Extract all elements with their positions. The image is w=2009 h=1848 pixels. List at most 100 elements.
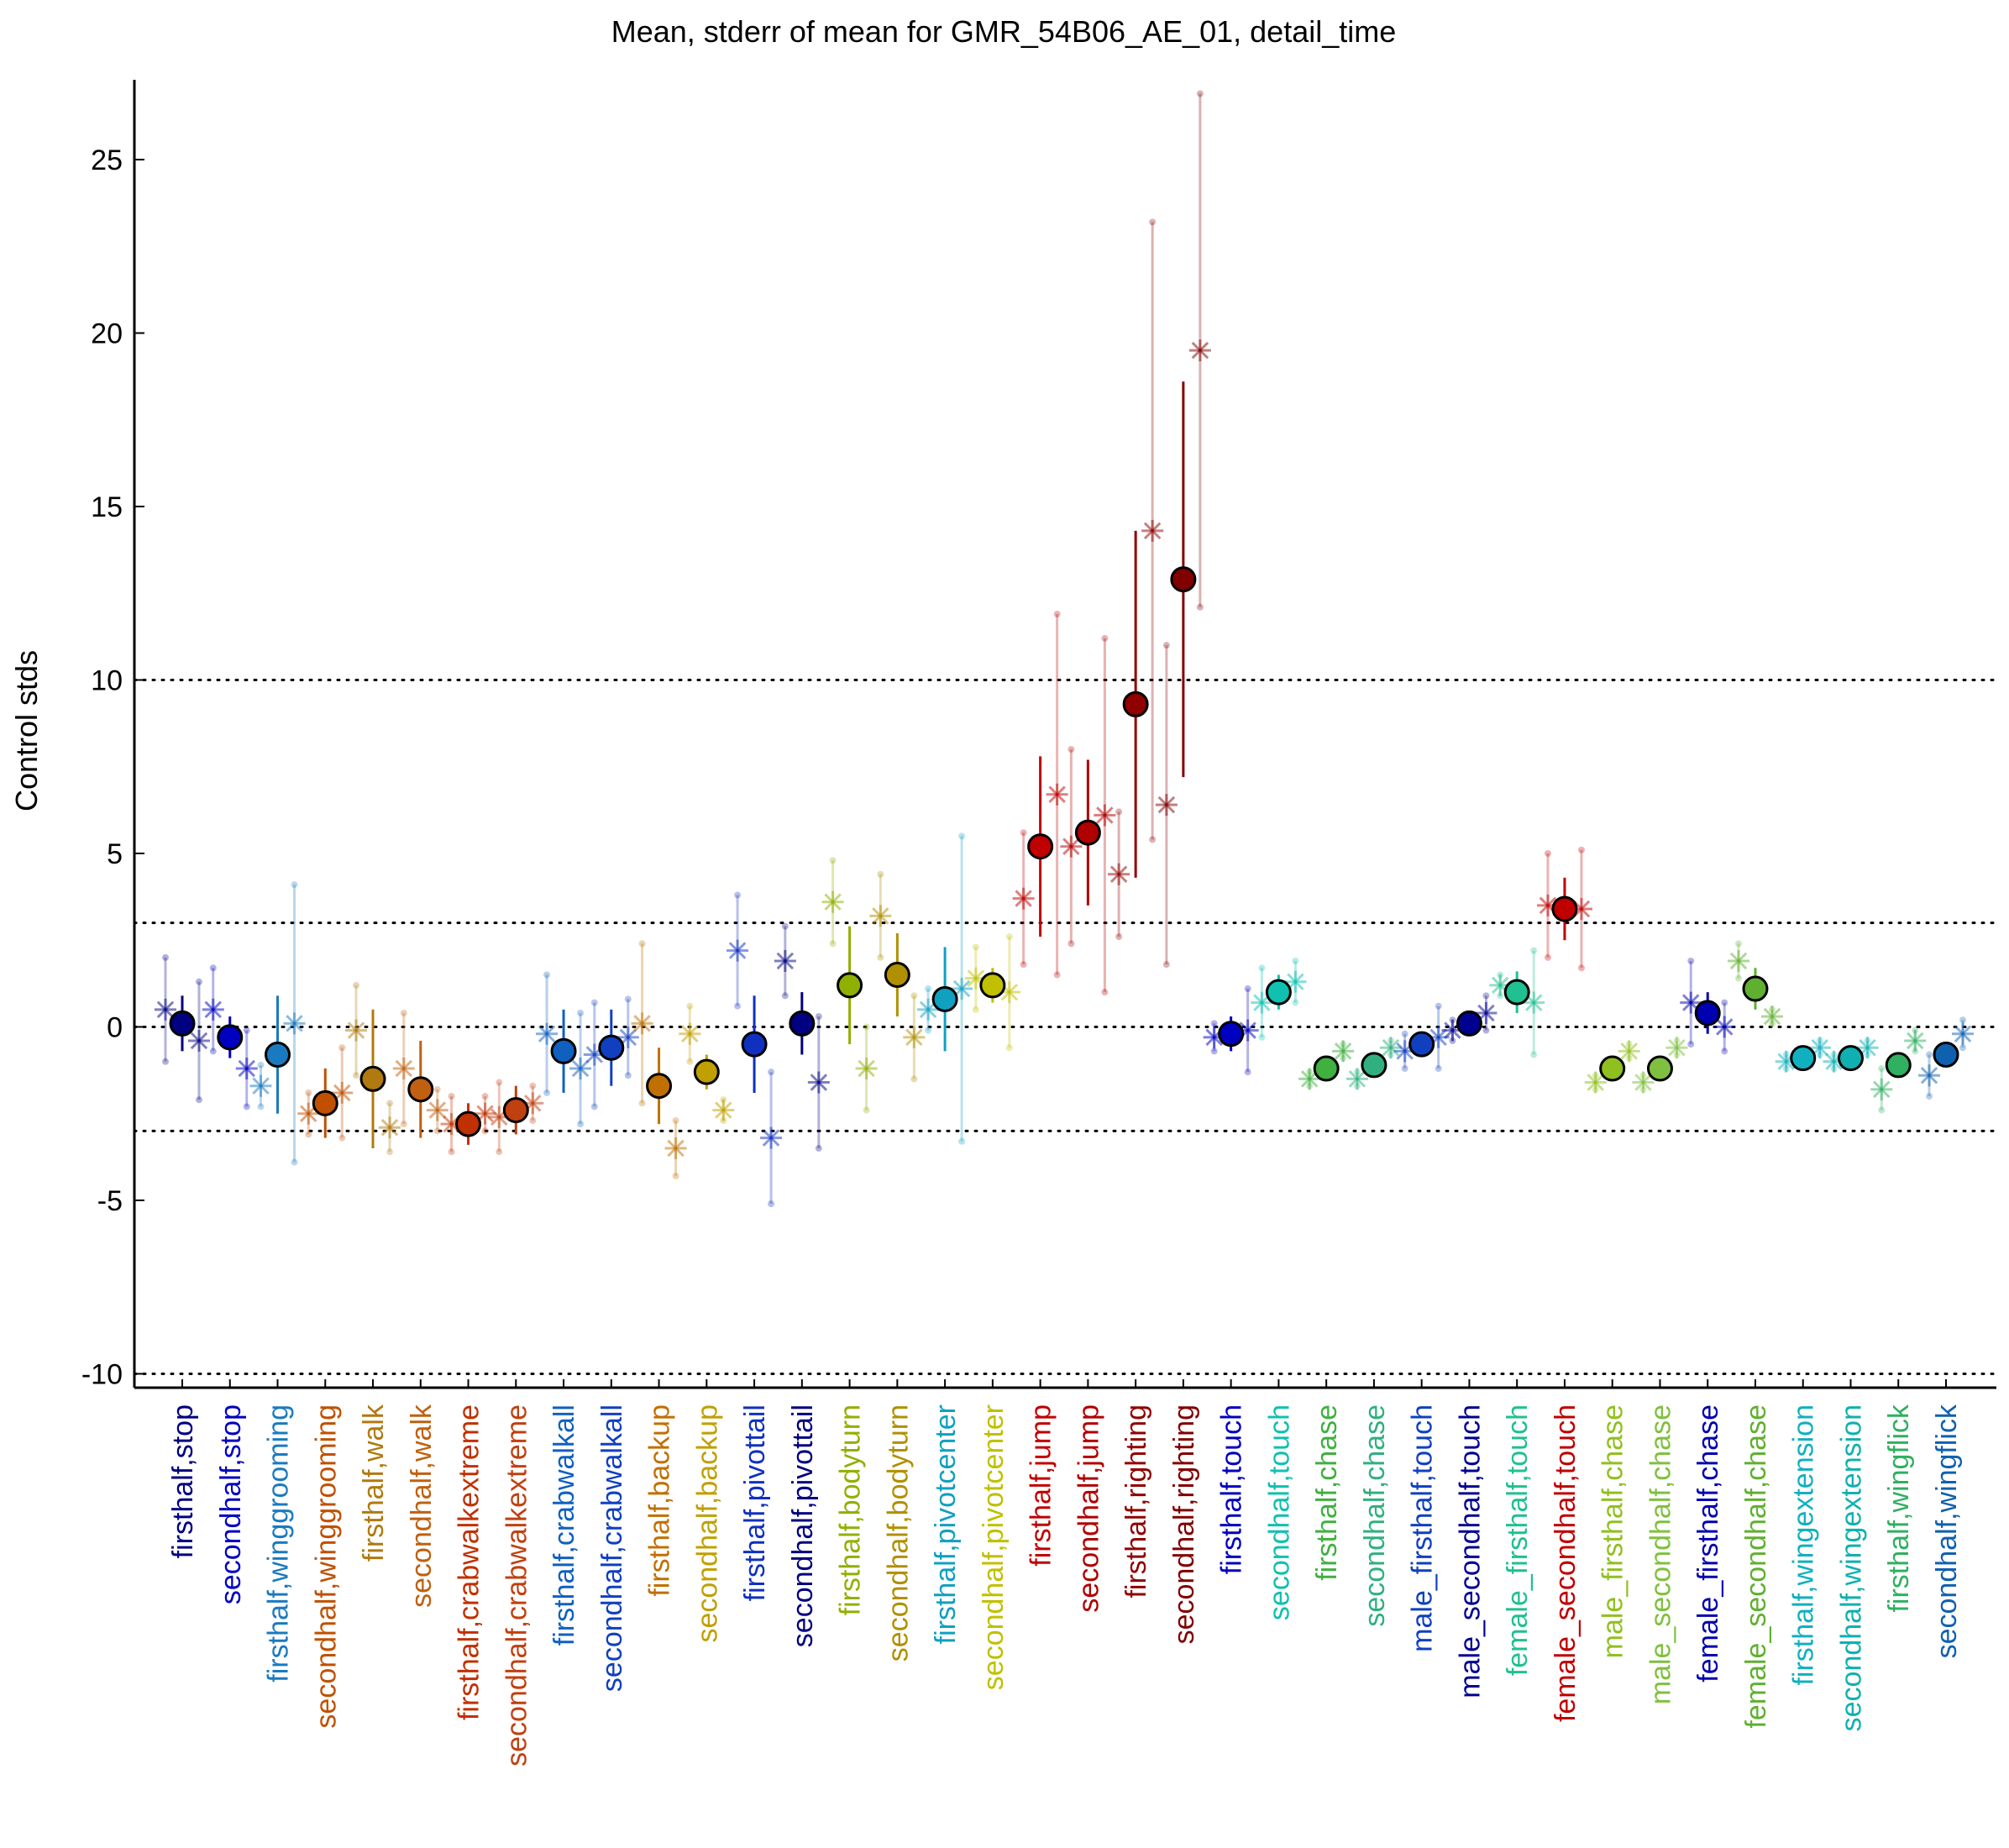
star-marker (1475, 1001, 1498, 1024)
mean-marker (1551, 895, 1578, 922)
x-tick-label: firsthalf,pivottail (739, 1404, 771, 1601)
error-end-dot (257, 1103, 265, 1110)
star-marker (821, 890, 844, 913)
star-stroke (204, 1000, 223, 1019)
mean-marker (265, 1042, 291, 1068)
error-end-dot (386, 1148, 394, 1156)
star-stroke (252, 1077, 270, 1095)
star-stroke (1954, 1025, 1972, 1042)
error-end-dot (1926, 1051, 1933, 1058)
error-end-dot (338, 1044, 346, 1052)
star-marker (807, 1071, 830, 1094)
x-tick-label: firsthalf,touch (1216, 1404, 1248, 1574)
x-tick-label: secondhalf,crabwalkextreme (501, 1404, 532, 1767)
x-tick-label: secondhalf,righting (1168, 1404, 1200, 1644)
error-end-dot (672, 1173, 679, 1180)
star-stroke (286, 1015, 303, 1032)
star-marker (536, 1022, 559, 1045)
error-end-dot (972, 1005, 979, 1013)
star-stroke (380, 1118, 399, 1137)
error-end-dot (291, 881, 298, 889)
star-stroke (1524, 994, 1543, 1011)
error-end-dot (672, 1116, 679, 1124)
x-tick-label: male_secondhalf,touch (1454, 1404, 1486, 1698)
error-end-dot (243, 1026, 250, 1034)
error-end-dot (1482, 1026, 1490, 1034)
error-end-dot (1067, 940, 1075, 948)
chart-title: Mean, stderr of mean for GMR_54B06_AE_01… (611, 14, 1397, 49)
error-end-dot (1053, 611, 1061, 618)
star-marker (760, 1126, 783, 1149)
error-end-dot (958, 832, 966, 840)
x-tick-label: firsthalf,backup (644, 1404, 676, 1597)
star-stroke (395, 1059, 413, 1078)
error-end-dot (162, 1058, 169, 1065)
x-tick-label: female_firsthalf,chase (1692, 1404, 1724, 1683)
error-end-dot (433, 1085, 441, 1093)
x-tick-label: firsthalf,chase (1311, 1404, 1343, 1581)
star-marker (1108, 863, 1130, 885)
mean-marker (741, 1031, 768, 1058)
y-tick-label: 5 (107, 838, 123, 870)
mean-marker (455, 1110, 482, 1137)
x-tick-label: firsthalf,crabwalkall (548, 1404, 580, 1646)
star-marker (202, 998, 224, 1021)
star-marker (903, 1026, 926, 1048)
mean-marker (1218, 1021, 1245, 1047)
error-end-dot (925, 1026, 932, 1034)
mean-marker (979, 972, 1006, 999)
error-end-dot (972, 943, 979, 951)
star-stroke (1620, 1042, 1638, 1060)
star-marker (1727, 950, 1749, 973)
error-end-dot (1721, 999, 1728, 1006)
error-end-dot (1734, 974, 1742, 982)
y-tick-label: -10 (81, 1358, 123, 1390)
error-end-dot (1435, 1002, 1442, 1010)
error-end-dot (338, 1134, 346, 1142)
star-marker (392, 1058, 415, 1080)
mean-marker (1408, 1031, 1435, 1058)
mean-marker (502, 1097, 529, 1124)
star-stroke (858, 1059, 875, 1078)
star-marker (1012, 887, 1035, 910)
error-end-dot (481, 1093, 489, 1100)
error-end-dot (1053, 971, 1061, 979)
error-end-dot (768, 1200, 775, 1208)
star-marker (631, 1012, 653, 1035)
star-stroke (1096, 806, 1114, 824)
error-end-dot (781, 922, 789, 930)
error-end-dot (829, 857, 837, 864)
x-tick-label: secondhalf,pivottail (787, 1404, 819, 1647)
star-marker (569, 1058, 592, 1080)
y-tick-label: 25 (91, 144, 123, 176)
error-end-dot (1244, 985, 1251, 993)
error-end-dot (543, 971, 551, 979)
star-marker (1345, 1068, 1368, 1090)
star-marker (1094, 804, 1116, 827)
x-tick-label: secondhalf,wingflick (1931, 1404, 1963, 1658)
error-end-dot (877, 870, 884, 878)
error-end-dot (1162, 642, 1170, 649)
star-stroke (1334, 1042, 1352, 1060)
error-end-dot (1721, 1047, 1728, 1055)
star-marker (869, 905, 892, 927)
star-stroke (762, 1129, 780, 1147)
star-stroke (810, 1074, 828, 1091)
error-end-dot (1210, 1020, 1218, 1027)
error-end-dot (1020, 829, 1027, 837)
star-stroke (824, 893, 842, 911)
x-tick-label: firsthalf,wingextension (1788, 1404, 1820, 1686)
star-stroke (156, 1000, 175, 1019)
star-stroke (1157, 795, 1176, 814)
error-end-dot (1101, 634, 1109, 642)
x-tick-label: secondhalf,chase (1359, 1404, 1391, 1627)
y-tick-label: 10 (91, 664, 123, 696)
star-stroke (728, 942, 747, 959)
mean-marker (1646, 1055, 1673, 1082)
error-end-dot (1577, 964, 1585, 972)
error-end-dot (529, 1116, 537, 1124)
star-stroke (667, 1139, 685, 1158)
error-end-dot (496, 1148, 503, 1156)
error-end-dot (243, 1103, 250, 1110)
error-end-dot (353, 1072, 360, 1079)
